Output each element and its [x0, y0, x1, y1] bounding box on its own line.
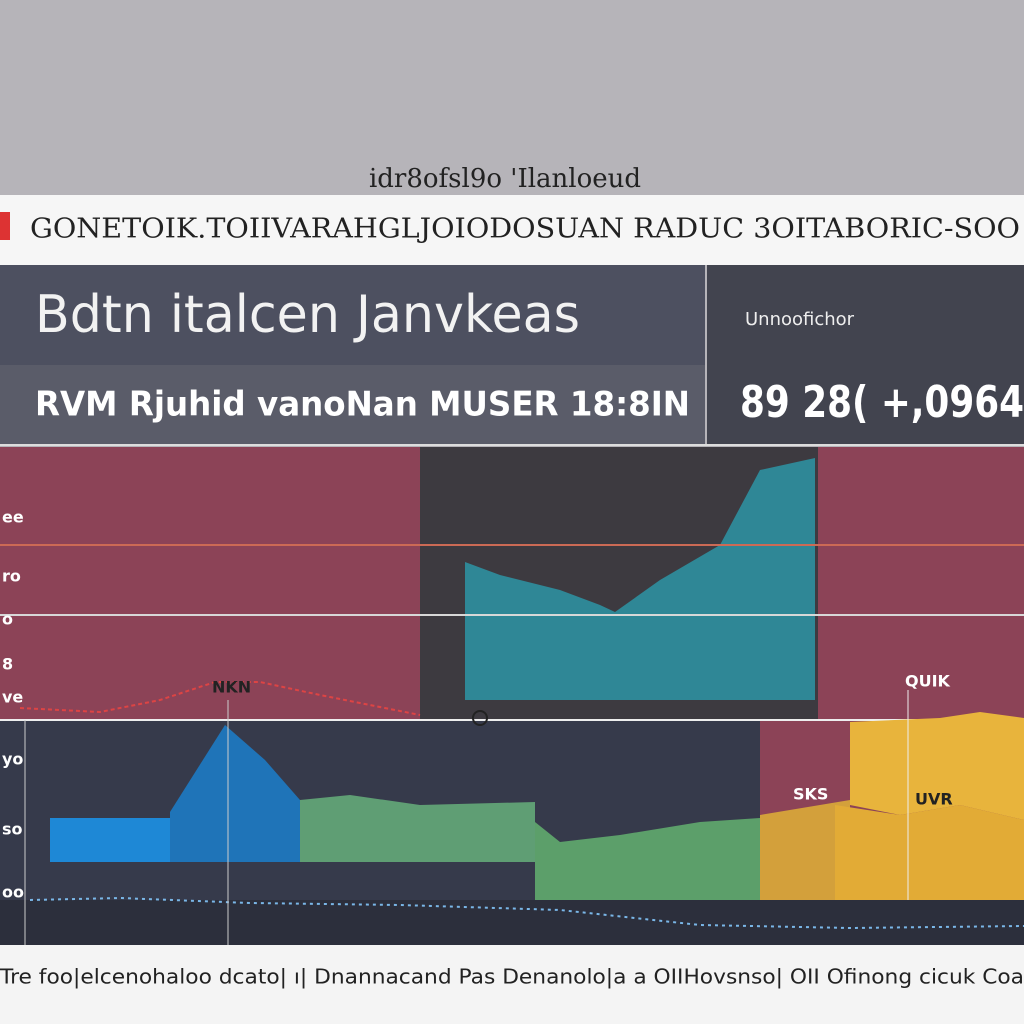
stat-label: Unnoofichor	[745, 309, 855, 330]
blue-block	[50, 818, 170, 862]
footer	[0, 945, 1024, 1024]
annotation: SKS	[793, 785, 828, 804]
banner-text: GONETOIK.TOIIVARAHGLJOIODOSUAN RADUC 3OI…	[30, 214, 1020, 245]
subtitle-panel	[0, 365, 705, 445]
yellow-area	[835, 805, 1024, 900]
stat-value: 89 28( +,0964	[740, 377, 1024, 428]
panel-title: Bdtn italcen Janvkeas	[35, 285, 580, 345]
axis-label: oo	[2, 883, 24, 902]
point-marker	[472, 710, 488, 726]
axis-label: ro	[2, 567, 21, 586]
backdrop	[0, 0, 1024, 195]
teal-area	[465, 458, 815, 700]
green-area	[535, 818, 760, 900]
annotation: NKN	[212, 678, 251, 697]
green-area	[300, 795, 535, 862]
axis-label: so	[2, 820, 23, 839]
axis-label: yo	[2, 750, 23, 769]
axis-label: ve	[2, 688, 23, 707]
axis-label: 8	[2, 655, 13, 674]
banner	[0, 195, 1024, 265]
red-trend	[19, 681, 421, 716]
blue-peak	[170, 725, 300, 862]
dotted-trend	[29, 896, 1024, 930]
axis-label: o	[2, 610, 13, 629]
caption: idr8ofsl9o 'Ilanloeud	[369, 164, 641, 194]
banner-marker	[0, 212, 10, 240]
axis-label: ee	[2, 508, 24, 527]
baseline-strip	[0, 900, 1024, 945]
footer-text: Tre foo|elcenohaloo dcato| ı| Dnannacand…	[0, 965, 1024, 989]
annotation: QUIK	[905, 672, 951, 691]
yellow-area	[850, 712, 1024, 820]
panel-subtitle: RVM Rjuhid vanoNan MUSER 18:8IN	[35, 385, 690, 425]
stat-panel	[707, 265, 1024, 445]
title-panel	[0, 265, 705, 365]
annotation: UVR	[915, 790, 953, 809]
yellow-area	[760, 800, 850, 900]
